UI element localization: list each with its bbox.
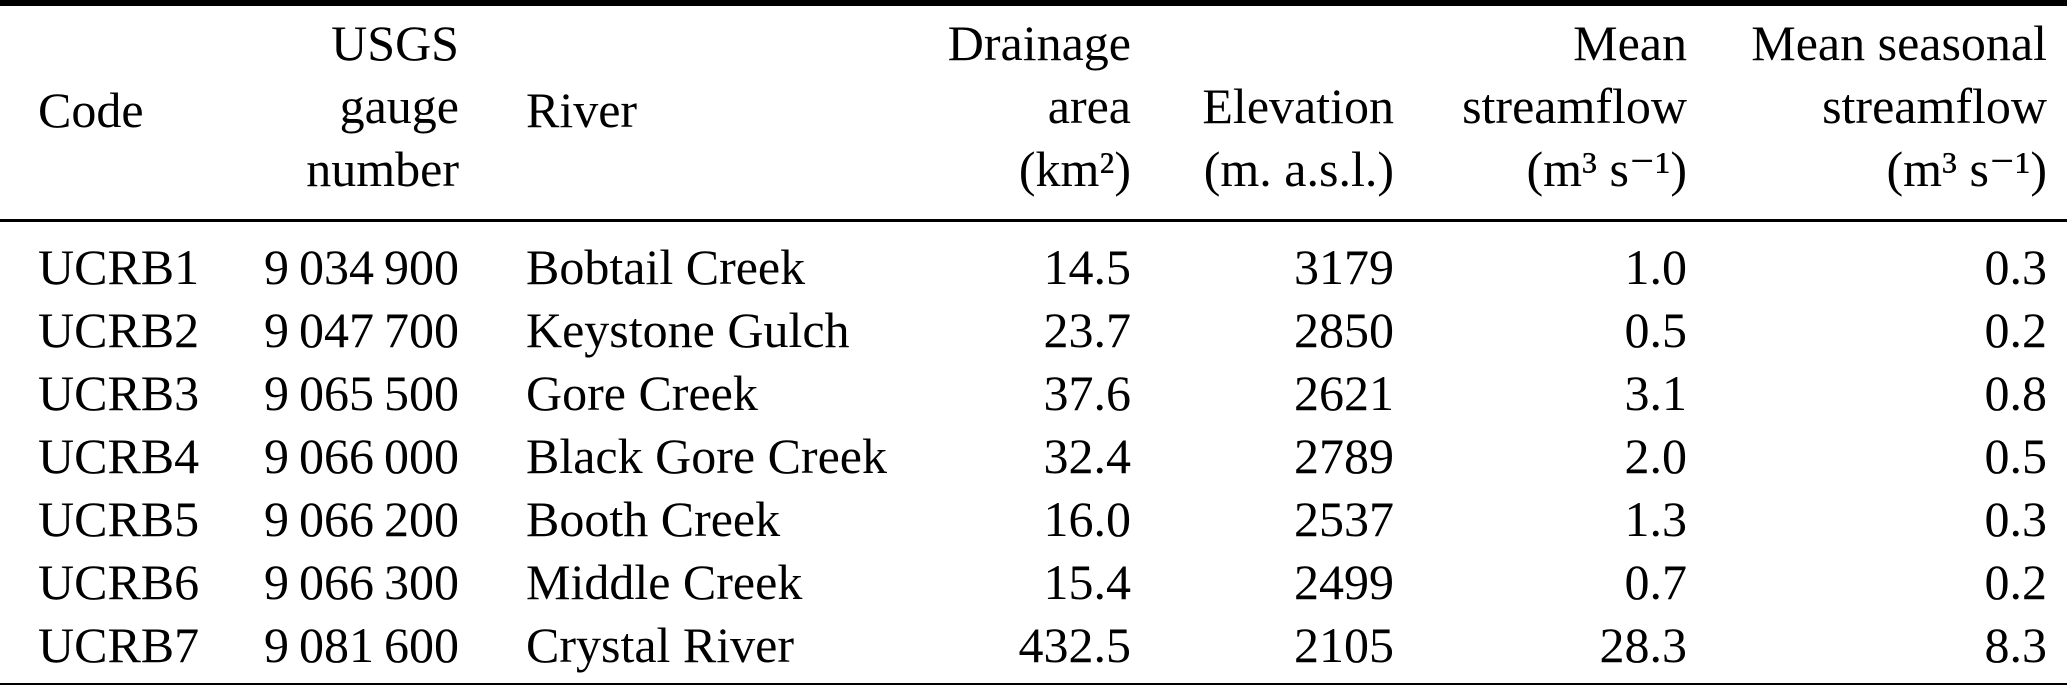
cell-code: UCRB5: [38, 491, 200, 547]
table-row: UCRB1 9 034 900 Bobtail Creek 14.5 3179 …: [0, 221, 2067, 300]
cell-drainage-area: 16.0: [1043, 491, 1132, 547]
cell-drainage-area: 15.4: [1043, 554, 1132, 610]
cell-code: UCRB3: [38, 365, 200, 421]
cell-mean-streamflow: 28.3: [1599, 617, 1688, 673]
cell-mean-streamflow: 1.0: [1624, 239, 1688, 295]
cell-code: UCRB4: [38, 428, 200, 484]
header-river: River: [526, 82, 638, 138]
cell-mean-streamflow: 0.5: [1624, 302, 1688, 358]
cell-mean-seasonal-streamflow: 8.3: [1984, 617, 2048, 673]
header-drainage-area: Drainage area (km²): [947, 15, 1131, 197]
cell-mean-seasonal-streamflow: 0.2: [1984, 302, 2048, 358]
cell-drainage-area: 37.6: [1043, 365, 1132, 421]
header-code: Code: [38, 82, 144, 138]
cell-mean-seasonal-streamflow: 0.5: [1984, 428, 2048, 484]
cell-drainage-area: 432.5: [1018, 617, 1132, 673]
cell-gauge-number: 9 081 600: [263, 617, 459, 673]
cell-mean-seasonal-streamflow: 0.3: [1984, 491, 2048, 547]
cell-mean-streamflow: 0.7: [1624, 554, 1688, 610]
cell-code: UCRB7: [38, 617, 200, 673]
cell-gauge-number: 9 047 700: [263, 302, 459, 358]
cell-mean-streamflow: 1.3: [1624, 491, 1688, 547]
cell-code: UCRB6: [38, 554, 200, 610]
cell-gauge-number: 9 065 500: [263, 365, 459, 421]
cell-elevation: 2537: [1294, 491, 1394, 547]
cell-river: Black Gore Creek: [526, 428, 887, 484]
table-header: Code USGS gauge number River Drainage ar…: [0, 3, 2067, 221]
cell-mean-streamflow: 2.0: [1624, 428, 1688, 484]
cell-drainage-area: 32.4: [1043, 428, 1132, 484]
cell-mean-streamflow: 3.1: [1624, 365, 1688, 421]
cell-code: UCRB1: [38, 239, 200, 295]
cell-river: Crystal River: [526, 617, 795, 673]
table-row: UCRB5 9 066 200 Booth Creek 16.0 2537 1.…: [0, 488, 2067, 551]
cell-elevation: 2621: [1294, 365, 1394, 421]
cell-code: UCRB2: [38, 302, 200, 358]
cell-mean-seasonal-streamflow: 0.2: [1984, 554, 2048, 610]
cell-mean-seasonal-streamflow: 0.3: [1984, 239, 2048, 295]
cell-elevation: 3179: [1294, 239, 1394, 295]
cell-gauge-number: 9 034 900: [263, 239, 459, 295]
cell-river: Bobtail Creek: [526, 239, 806, 295]
table-row: UCRB3 9 065 500 Gore Creek 37.6 2621 3.1…: [0, 362, 2067, 425]
cell-river: Booth Creek: [526, 491, 781, 547]
cell-gauge-number: 9 066 000: [263, 428, 459, 484]
table-body: UCRB1 9 034 900 Bobtail Creek 14.5 3179 …: [0, 221, 2067, 685]
header-mean-seasonal-streamflow: Mean seasonal streamflow (m³ s⁻¹): [1751, 15, 2047, 197]
cell-river: Keystone Gulch: [526, 302, 850, 358]
cell-river: Middle Creek: [526, 554, 803, 610]
cell-elevation: 2105: [1294, 617, 1394, 673]
table-row: UCRB6 9 066 300 Middle Creek 15.4 2499 0…: [0, 551, 2067, 614]
table-row: UCRB4 9 066 000 Black Gore Creek 32.4 27…: [0, 425, 2067, 488]
table-row: UCRB2 9 047 700 Keystone Gulch 23.7 2850…: [0, 299, 2067, 362]
table-row: UCRB7 9 081 600 Crystal River 432.5 2105…: [0, 614, 2067, 685]
cell-elevation: 2789: [1294, 428, 1394, 484]
cell-gauge-number: 9 066 200: [263, 491, 459, 547]
cell-elevation: 2850: [1294, 302, 1394, 358]
cell-river: Gore Creek: [526, 365, 758, 421]
cell-drainage-area: 14.5: [1043, 239, 1132, 295]
cell-elevation: 2499: [1294, 554, 1394, 610]
header-elevation: Elevation (m. a.s.l.): [1202, 78, 1394, 197]
cell-mean-seasonal-streamflow: 0.8: [1984, 365, 2048, 421]
header-mean-streamflow: Mean streamflow (m³ s⁻¹): [1462, 15, 1687, 197]
cell-drainage-area: 23.7: [1043, 302, 1132, 358]
header-row: Code USGS gauge number River Drainage ar…: [0, 3, 2067, 221]
header-usgs-gauge-number: USGS gauge number: [306, 15, 459, 197]
cell-gauge-number: 9 066 300: [263, 554, 459, 610]
